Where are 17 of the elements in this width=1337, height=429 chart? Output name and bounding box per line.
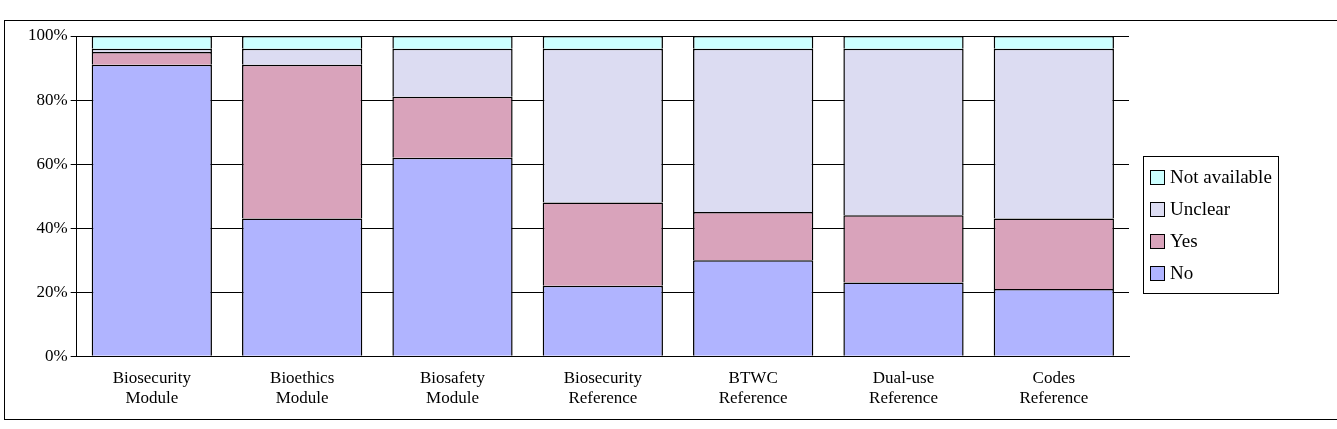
x-tick-label: Bioethics Module bbox=[270, 367, 335, 408]
y-tick-label: 40% bbox=[36, 217, 68, 237]
legend-label: Yes bbox=[1170, 230, 1198, 252]
x-tick-label: Codes Reference bbox=[1019, 367, 1089, 408]
y-tick-label: 60% bbox=[36, 153, 68, 173]
text: No bbox=[1170, 262, 1194, 284]
y-tick-label: 100% bbox=[27, 25, 68, 45]
y-tick-label: 80% bbox=[36, 89, 68, 109]
y-tick-label: 0% bbox=[44, 345, 68, 365]
x-tick-label: Biosecurity Reference bbox=[563, 367, 643, 408]
y-tick-label: 20% bbox=[36, 281, 68, 301]
x-tick-label: Dual-use Reference bbox=[869, 367, 938, 408]
legend-label: Unclear bbox=[1170, 198, 1231, 220]
legend-label: Not available bbox=[1170, 166, 1272, 188]
x-tick-label: Biosecurity Module bbox=[112, 367, 192, 408]
x-tick-label: BTWC Reference bbox=[718, 367, 788, 408]
x-tick-label: Biosafety Module bbox=[419, 367, 486, 408]
